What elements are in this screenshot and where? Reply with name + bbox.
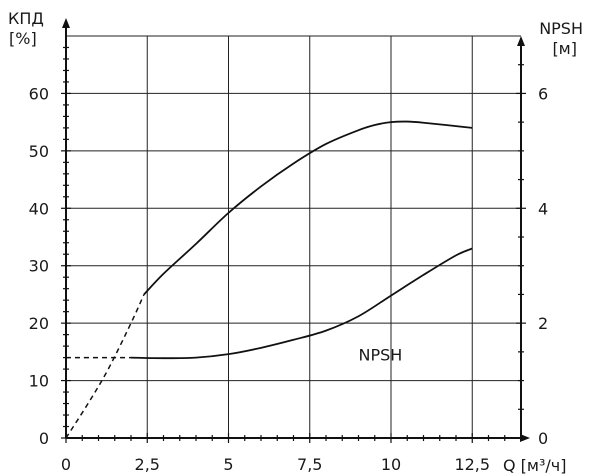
x-tick-label: 0: [61, 455, 71, 474]
x-axis-title: Q [м³/ч]: [503, 456, 567, 474]
x-tick-label: 10: [381, 455, 401, 474]
x-tick-label: 12,5: [454, 455, 490, 474]
npsh-curve-label: NPSH: [359, 346, 403, 365]
labels: КПД [%] NPSH [м] Q [м³/ч] 01020304050600…: [8, 9, 583, 474]
left-axis-title-line1: КПД: [8, 9, 44, 28]
x-tick-label: 2,5: [135, 455, 160, 474]
left-tick-label: 10: [29, 372, 49, 391]
npsh-curve: [130, 247, 473, 360]
efficiency-curve-dashed: [65, 294, 145, 439]
efficiency-curve: [143, 120, 473, 296]
right-tick-label: 0: [538, 429, 548, 448]
left-axis-title-line2: [%]: [9, 29, 37, 48]
right-axis-title-line1: NPSH: [539, 19, 583, 38]
right-axis-title-line2: [м]: [552, 39, 577, 58]
right-tick-label: 4: [538, 199, 548, 218]
right-tick-label: 6: [538, 84, 548, 103]
left-tick-label: 40: [29, 199, 49, 218]
axis-ticks: [61, 18, 530, 443]
x-tick-label: 5: [223, 455, 233, 474]
right-axis-arrow: [517, 36, 525, 46]
left-tick-label: 50: [29, 142, 49, 161]
left-tick-label: 20: [29, 314, 49, 333]
curves: [65, 120, 473, 439]
grid: [66, 35, 521, 438]
left-tick-label: 0: [39, 429, 49, 448]
left-axis-arrow: [62, 18, 70, 28]
left-tick-label: 30: [29, 257, 49, 276]
x-tick-label: 7,5: [297, 455, 322, 474]
left-tick-label: 60: [29, 84, 49, 103]
right-tick-label: 2: [538, 314, 548, 333]
